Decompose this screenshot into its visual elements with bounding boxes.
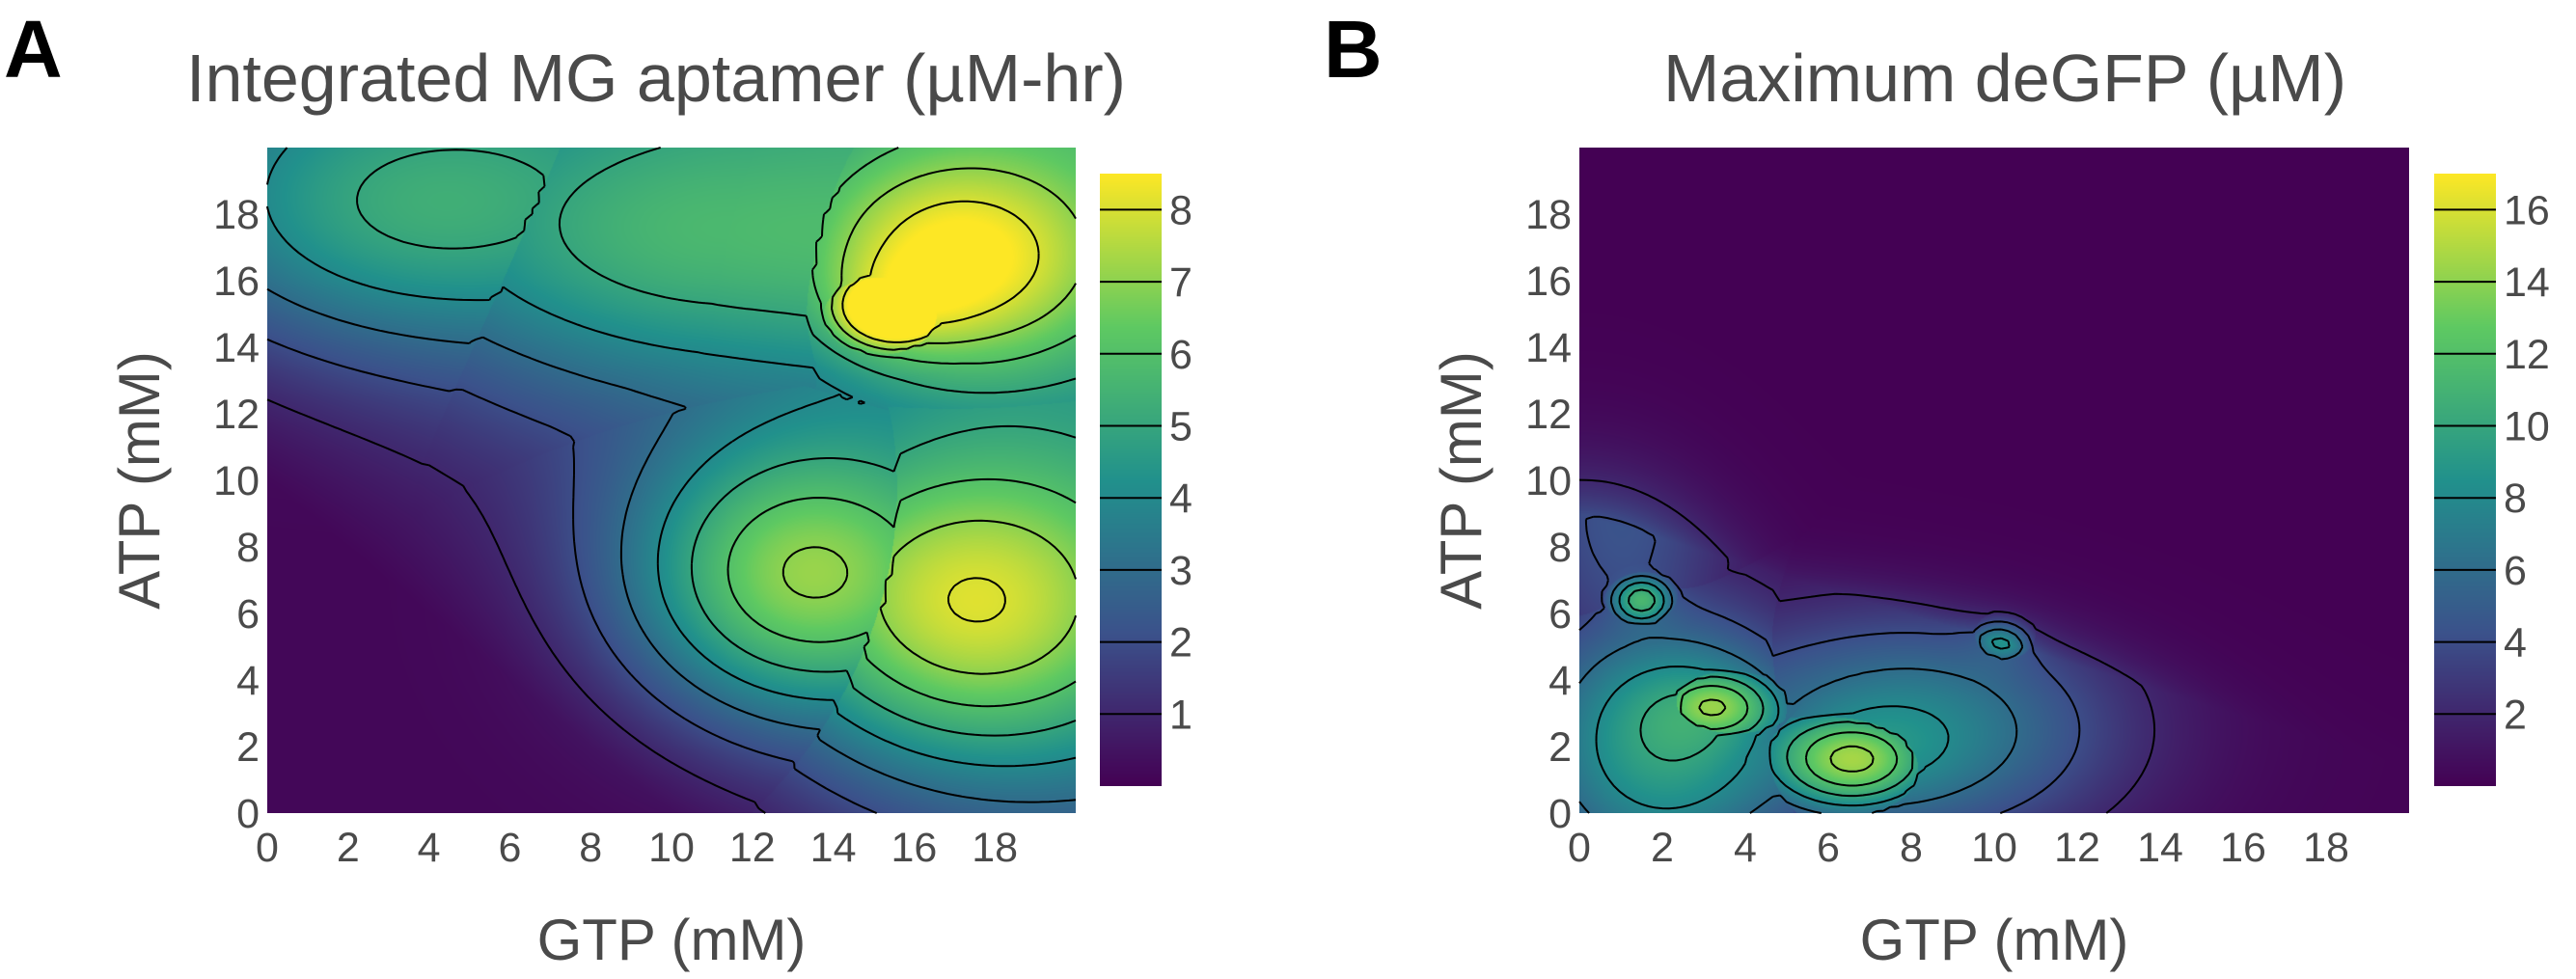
- panel-a-x-tick-label: 6: [498, 825, 521, 871]
- panel-b-contour-level-4: [1628, 588, 1914, 798]
- panel-a-colorbar-tick-label: 7: [1169, 259, 1192, 306]
- panel-b-heatmap: [1579, 148, 2409, 813]
- panel-a-x-tick-label: 18: [972, 825, 1018, 871]
- panel-a-y-tick-label: 18: [213, 192, 260, 238]
- panel-a-x-ticks: 0 2 4 6 8 10 12 14 16 18: [256, 825, 1018, 871]
- panel-b-y-tick-label: 8: [1548, 525, 1572, 571]
- panel-b-colorbar-tick-label: 4: [2504, 620, 2527, 666]
- panel-b-contour-level-3: [1595, 581, 2011, 810]
- panel-a-y-axis-label: ATP (mM): [107, 351, 172, 610]
- panel-a-letter: A: [4, 4, 63, 95]
- panel-b-y-ticks: 0 2 4 6 8 10 12 14 16 18: [1525, 192, 1572, 837]
- panel-a-colorbar-tick-label: 4: [1169, 476, 1192, 522]
- panel-b-x-axis-label: GTP (mM): [1860, 908, 2129, 972]
- panel-a-colorbar: [1100, 174, 1162, 786]
- panel-a-colorbar-tick-label: 3: [1169, 548, 1192, 594]
- panel-b-x-tick-label: 16: [2220, 825, 2266, 871]
- panel-b-x-tick-label: 10: [1971, 825, 2017, 871]
- panel-b-x-tick-label: 14: [2137, 825, 2183, 871]
- panel-b-y-tick-label: 14: [1525, 325, 1572, 371]
- panel-a-y-tick-label: 10: [213, 458, 260, 504]
- panel-b-title: Maximum deGFP (µM): [1663, 41, 2346, 116]
- panel-a-heatmap: [267, 148, 1076, 813]
- panel-a-x-tick-label: 8: [579, 825, 602, 871]
- panel-b-contour-level-0: [1578, 478, 2156, 814]
- panel-a-y-tick-label: 0: [236, 791, 260, 837]
- panel-a-y-ticks: 0 2 4 6 8 10 12 14 16 18: [213, 192, 260, 837]
- panel-b-contour-level-5: [1680, 685, 1899, 787]
- panel-b-x-tick-label: 2: [1651, 825, 1674, 871]
- panel-a-title: Integrated MG aptamer (µM-hr): [186, 41, 1126, 116]
- panel-b-y-tick-label: 16: [1525, 258, 1572, 305]
- panel-a-x-tick-label: 2: [337, 825, 360, 871]
- panel-a-contour-level-2: [266, 287, 1077, 803]
- panel-b-y-tick-label: 10: [1525, 458, 1572, 504]
- panel-b-x-tick-label: 0: [1568, 825, 1591, 871]
- panel-a-colorbar-tick-label: 6: [1169, 332, 1192, 378]
- panel-a-y-tick-label: 2: [236, 724, 260, 771]
- panel-b-colorbar-tick-label: 14: [2504, 259, 2550, 306]
- panel-b-colorbar-tick-label: 2: [2504, 692, 2527, 738]
- panel-a-contour-level-7: [841, 200, 1040, 623]
- panel-b-colorbar: [2434, 174, 2496, 786]
- panel-b-y-tick-label: 18: [1525, 192, 1572, 238]
- panel-b-y-axis-label: ATP (mM): [1429, 351, 1494, 610]
- panel-a-colorbar-tick-label: 5: [1169, 404, 1192, 450]
- panel-b-x-tick-label: 6: [1817, 825, 1840, 871]
- panel-b-y-tick-label: 4: [1548, 658, 1572, 704]
- panel-b-colorbar-tick-label: 16: [2504, 187, 2550, 233]
- panel-b-x-tick-label: 12: [2054, 825, 2100, 871]
- panel-b-y-tick-label: 0: [1548, 791, 1572, 837]
- panel-a-y-tick-label: 16: [213, 258, 260, 305]
- panel-a-x-tick-label: 16: [891, 825, 937, 871]
- panel-b: B Maximum deGFP (µM) 0 2 4 6 8 10 12 14 16 18 0 2 4…: [1324, 4, 2550, 972]
- panel-b-contour-level-2: [1578, 575, 2024, 814]
- panel-b-colorbar-tick-label: 12: [2504, 332, 2550, 378]
- panel-b-x-tick-label: 4: [1734, 825, 1757, 871]
- panel-a-y-tick-label: 14: [213, 325, 260, 371]
- panel-b-colorbar-tick-label: 8: [2504, 476, 2527, 522]
- panel-b-x-ticks: 0 2 4 6 8 10 12 14 16 18: [1568, 825, 2349, 871]
- panel-b-y-tick-label: 12: [1525, 392, 1572, 438]
- panel-b-colorbar-ticks: 2 4 6 8 10 12 14 16: [2434, 187, 2550, 738]
- panel-b-colorbar-tick-label: 6: [2504, 548, 2527, 594]
- panel-a-contour-level-6: [781, 167, 1077, 675]
- panel-b-contours: [1578, 478, 2156, 814]
- panel-a-colorbar-tick-label: 1: [1169, 692, 1192, 738]
- panel-a-x-tick-label: 0: [256, 825, 279, 871]
- panel-a-x-axis-label: GTP (mM): [537, 908, 807, 972]
- panel-a-contour-level-4: [356, 147, 1077, 737]
- panel-b-contour-level-6: [1698, 698, 1875, 773]
- panel-b-colorbar-tick-label: 10: [2504, 404, 2550, 450]
- panel-a-y-tick-label: 4: [236, 658, 260, 704]
- panel-a: A Integrated MG aptamer (µM-hr) 0 2 4 6 8 10 1…: [4, 4, 1192, 972]
- panel-a-contour-level-0: [266, 398, 766, 814]
- panel-b-x-tick-label: 8: [1900, 825, 1923, 871]
- panel-a-colorbar-tick-label: 8: [1169, 187, 1192, 233]
- panel-a-y-tick-label: 6: [236, 591, 260, 638]
- panel-a-x-tick-label: 12: [729, 825, 776, 871]
- panel-a-contour-level-3: [266, 147, 1077, 768]
- panel-b-y-tick-label: 2: [1548, 724, 1572, 771]
- panel-a-contours: [266, 147, 1077, 814]
- panel-b-y-tick-label: 6: [1548, 591, 1572, 638]
- panel-a-y-tick-label: 12: [213, 392, 260, 438]
- panel-b-letter: B: [1324, 4, 1383, 95]
- panel-a-colorbar-ticks: 1 2 3 4 5 6 7 8: [1100, 187, 1192, 738]
- panel-a-colorbar-tick-label: 2: [1169, 620, 1192, 666]
- panel-a-y-tick-label: 8: [236, 525, 260, 571]
- panel-a-contour-level-1: [266, 338, 878, 814]
- panel-a-x-tick-label: 10: [648, 825, 695, 871]
- panel-b-x-tick-label: 18: [2303, 825, 2349, 871]
- panel-a-contour-level-5: [726, 147, 1077, 708]
- panel-a-x-tick-label: 14: [810, 825, 857, 871]
- panel-b-contour-level-1: [1578, 515, 2081, 814]
- panel-a-x-tick-label: 4: [418, 825, 441, 871]
